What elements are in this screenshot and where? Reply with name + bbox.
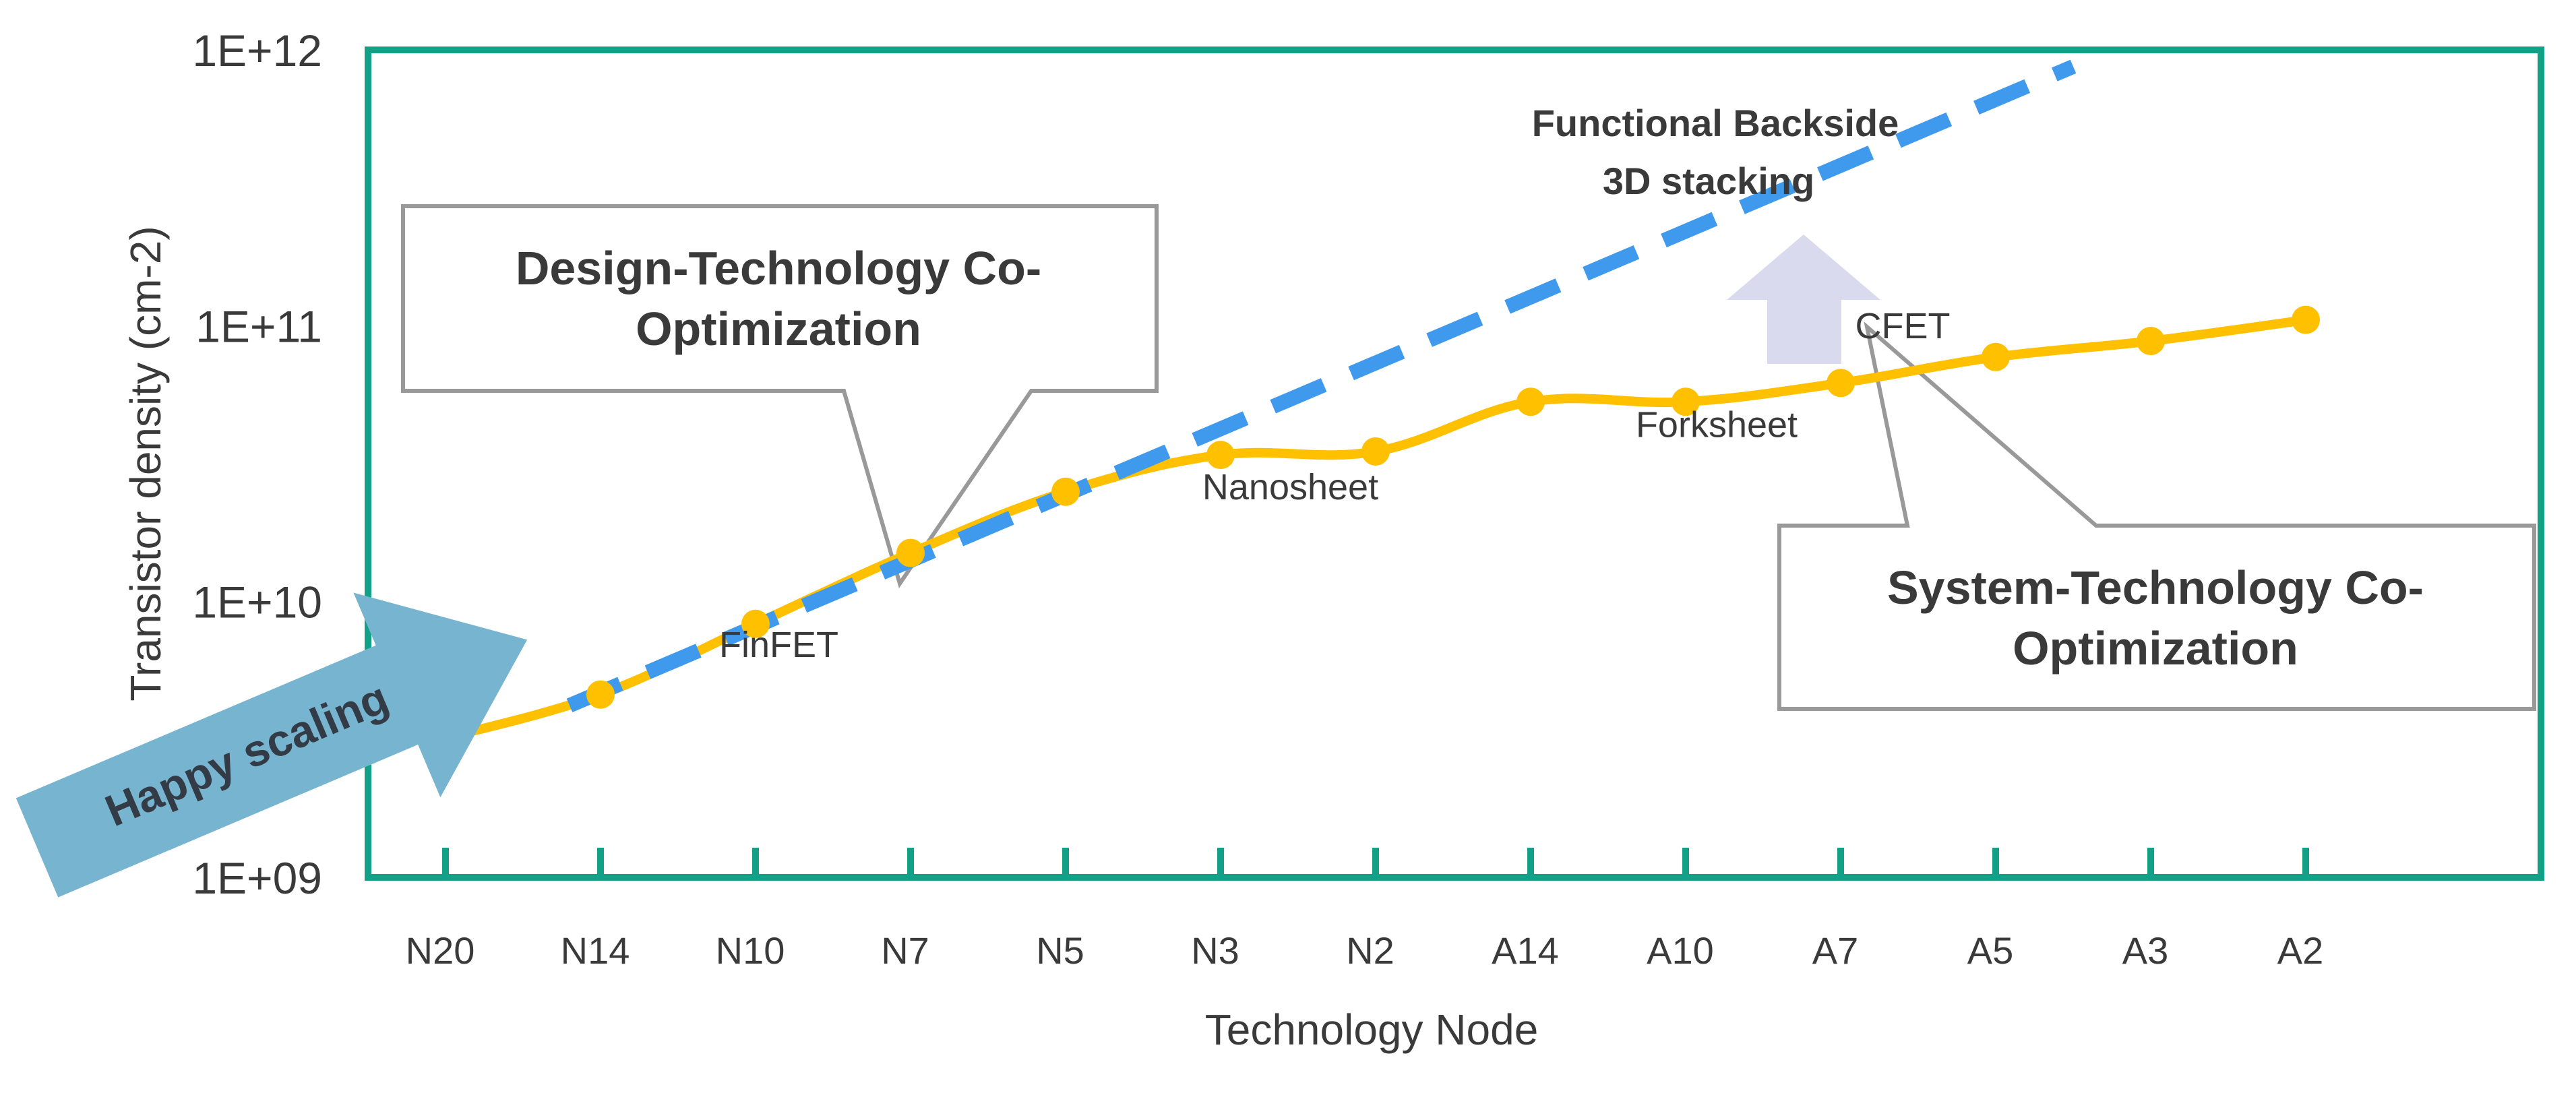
density-point [1516, 387, 1545, 416]
density-point [1982, 342, 2010, 371]
x-axis-title: Technology Node [1205, 1005, 1539, 1054]
x-tick-label: A10 [1647, 929, 1714, 972]
stage-label: CFET [1856, 306, 1951, 346]
x-tick-label: A5 [1967, 929, 2014, 972]
dtco-callout-line2: Optimization [636, 303, 921, 355]
density-point [1672, 387, 1700, 416]
x-tick-label: N3 [1191, 929, 1239, 972]
y-tick-label: 1E+10 [192, 577, 322, 627]
stco-callout-box [1777, 321, 2536, 711]
density-point [2137, 327, 2165, 356]
x-tick-label: A14 [1492, 929, 1559, 972]
y-tick-label: 1E+12 [192, 26, 322, 75]
density-point [1206, 441, 1235, 470]
x-tick-label: N20 [406, 929, 475, 972]
x-tick-label: A7 [1812, 929, 1859, 972]
x-tick-marks [442, 848, 2309, 877]
dtco-callout-line1: Design-Technology Co- [516, 242, 1041, 294]
density-point [586, 680, 615, 709]
x-tick-label: N7 [881, 929, 929, 972]
stage-label: FinFET [719, 625, 838, 665]
y-axis-title: Transistor density (cm-2) [121, 226, 170, 701]
happy-arrow-shape [16, 592, 528, 898]
x-tick-labels: N20 N14 N10 N7 N5 N3 N2 A14 A10 A7 A5 A3 A2 [406, 929, 2324, 972]
stage-label: Nanosheet [1202, 467, 1378, 507]
y-tick-label: 1E+11 [195, 301, 322, 351]
x-tick-label: A3 [2122, 929, 2169, 972]
density-point [1361, 437, 1390, 466]
density-point [1827, 369, 1855, 398]
y-tick-labels: 1E+09 1E+10 1E+11 1E+12 [192, 26, 322, 903]
stco-callout-line1: System-Technology Co- [1887, 561, 2424, 614]
up-arrow-shape [1727, 235, 1880, 364]
trend-label-line1: Functional Backside [1532, 102, 1899, 144]
trend-dashed-line [566, 59, 2077, 713]
stco-callout-line2: Optimization [2013, 622, 2298, 675]
x-tick-label: N2 [1346, 929, 1394, 972]
density-point [2292, 305, 2320, 334]
stage-label: Forksheet [1636, 404, 1798, 445]
plot-frame [365, 46, 2544, 881]
series-layer [431, 59, 2320, 753]
y-tick-label: 1E+09 [192, 853, 322, 903]
stage-labels: FinFET Nanosheet Forksheet CFET [719, 306, 1951, 665]
x-tick-label: A2 [2277, 929, 2324, 972]
density-point [741, 609, 770, 638]
trend-label-line2: 3D stacking [1603, 160, 1814, 202]
stco-callout: System-Technology Co- Optimization [1777, 321, 2536, 711]
x-tick-label: N5 [1036, 929, 1084, 972]
density-point [896, 538, 925, 567]
x-tick-label: N14 [561, 929, 630, 972]
density-point [1051, 477, 1080, 506]
dtco-callout-box [401, 204, 1159, 588]
dtco-callout: Design-Technology Co- Optimization [401, 204, 1159, 588]
x-tick-label: N10 [716, 929, 785, 972]
